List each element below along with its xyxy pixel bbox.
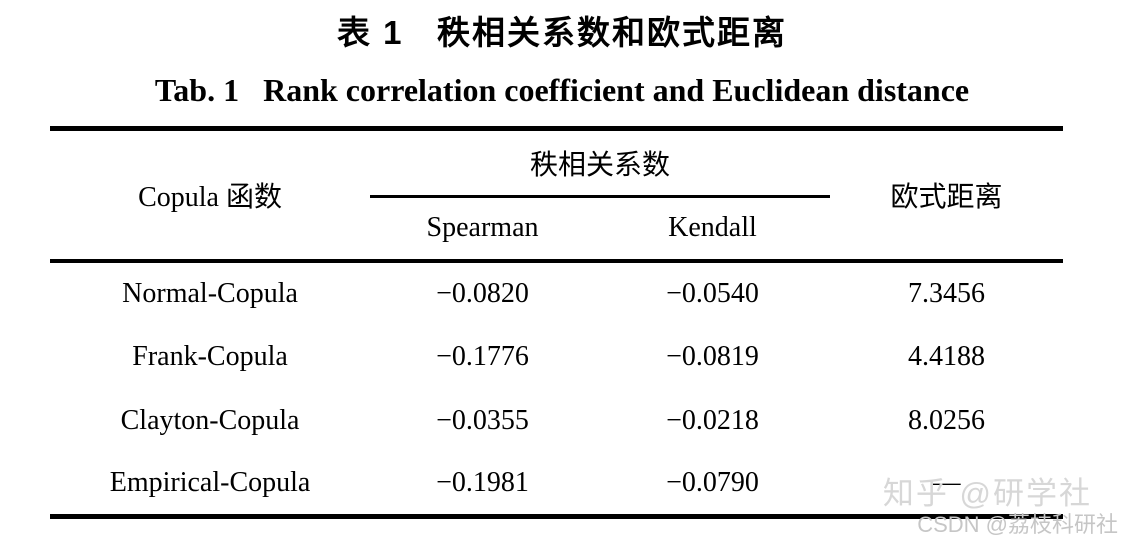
csdn-watermark: CSDN @荔枝科研社: [917, 512, 1118, 537]
column-header-spearman: Spearman: [426, 212, 539, 244]
column-header-kendall: Kendall: [668, 212, 757, 244]
table-caption-en: Tab. 1 Rank correlation coefficient and …: [154, 72, 970, 108]
table-row: Empirical-Copula −0.1981 −0.0790 —: [50, 453, 1063, 517]
cell-spearman-value: −0.0355: [436, 404, 529, 436]
cell-copula-name: Frank-Copula: [132, 340, 288, 372]
cell-euclidean-value: 7.3456: [907, 277, 985, 309]
rank-correlation-table: Copula 函数 秩相关系数 欧式距离 Spearman Kendall No…: [50, 126, 1063, 519]
table-row: Frank-Copula −0.1776 −0.0819 4.4188: [50, 325, 1063, 389]
column-header-euclidean: 欧式距离: [890, 181, 1003, 213]
zhihu-watermark: 知乎 @研学社: [882, 476, 1092, 511]
cell-spearman-value: −0.0820: [436, 277, 529, 309]
cell-kendall-value: −0.0819: [666, 340, 759, 372]
cell-spearman-value: −0.1981: [436, 467, 529, 499]
table-row: Clayton-Copula −0.0355 −0.0218 8.0256: [50, 389, 1063, 453]
header-row-group: Copula 函数 秩相关系数 欧式距离: [50, 128, 1063, 213]
header-row-sub: Spearman Kendall: [50, 197, 1063, 261]
cell-copula-name: Clayton-Copula: [120, 404, 300, 436]
cell-euclidean-value: 8.0256: [907, 404, 985, 436]
cell-copula-name: Empirical-Copula: [109, 467, 311, 499]
table-row: Normal-Copula −0.0820 −0.0540 7.3456: [50, 261, 1063, 325]
cell-kendall-value: −0.0540: [666, 277, 759, 309]
cell-spearman-value: −0.1776: [436, 340, 529, 372]
cell-kendall-value: −0.0218: [666, 404, 759, 436]
table-caption-zh: 表 1 秩相关系数和欧式距离: [336, 14, 788, 51]
table-body: Normal-Copula −0.0820 −0.0540 7.3456 Fra…: [50, 261, 1063, 517]
table-header: Copula 函数 秩相关系数 欧式距离 Spearman Kendall: [50, 128, 1063, 261]
column-header-copula: Copula 函数: [138, 181, 282, 213]
cell-euclidean-value: —: [932, 467, 961, 499]
cell-euclidean-value: 4.4188: [907, 340, 985, 372]
cell-copula-name: Normal-Copula: [122, 277, 298, 309]
column-group-header-rank-correlation: 秩相关系数: [370, 128, 830, 198]
cell-kendall-value: −0.0790: [666, 467, 759, 499]
